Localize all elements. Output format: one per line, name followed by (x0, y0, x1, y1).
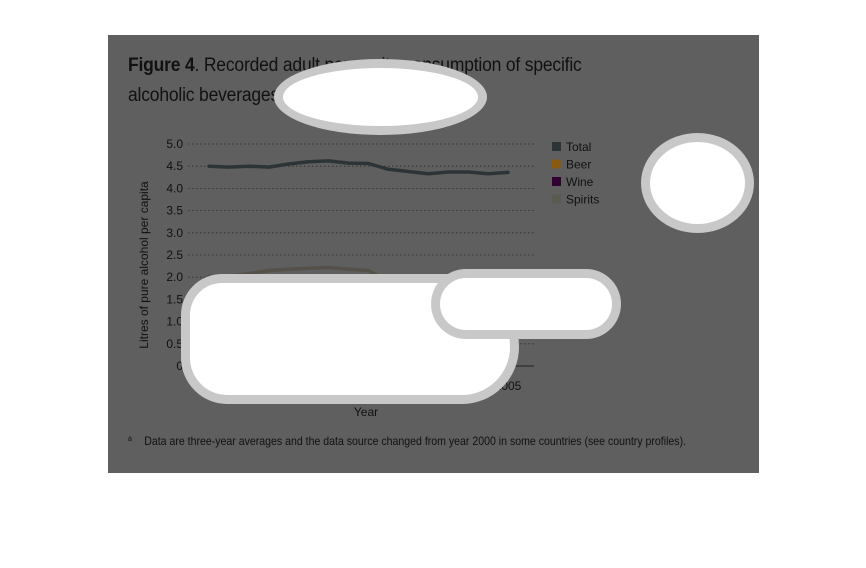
legend-label-total: Total (566, 140, 591, 154)
occlusion-blob (440, 278, 612, 330)
legend-label-beer: Beer (566, 158, 591, 172)
legend-label-spirits: Spirits (566, 193, 599, 207)
y-tick-label: 4.5 (166, 159, 183, 173)
y-axis-title: Litres of pure alcohol per capita (137, 181, 151, 349)
footnote: a Data are three-year averages and the da… (128, 434, 686, 448)
occlusion-blob (283, 68, 478, 126)
y-tick-label: 3.0 (166, 226, 183, 240)
y-tick-label: 5.0 (166, 137, 183, 151)
figure-label: Figure 4 (128, 55, 195, 76)
legend-swatch-spirits (552, 194, 561, 204)
y-tick-label: 0 (176, 359, 183, 373)
legend-swatch-wine (552, 177, 561, 186)
legend-swatch-total (552, 142, 561, 151)
legend-swatch-beer (552, 159, 561, 169)
x-axis-title: Year (354, 405, 378, 419)
footnote-mark: a (128, 434, 132, 443)
x-tick-label: 2005 (495, 379, 522, 393)
y-tick-label: 0.5 (166, 337, 183, 351)
series-line-total (207, 159, 510, 176)
y-tick-label: 1.5 (166, 292, 183, 306)
occlusion-blob (650, 142, 745, 224)
y-tick-label: 4.0 (166, 181, 183, 195)
y-tick-label: 3.5 (166, 204, 183, 218)
y-tick-label: 2.0 (166, 270, 183, 284)
y-tick-label: 1.0 (166, 315, 183, 329)
y-tick-label: 2.5 (166, 248, 183, 262)
footnote-text: Data are three-year averages and the dat… (144, 434, 687, 448)
legend-label-wine: Wine (566, 175, 594, 189)
